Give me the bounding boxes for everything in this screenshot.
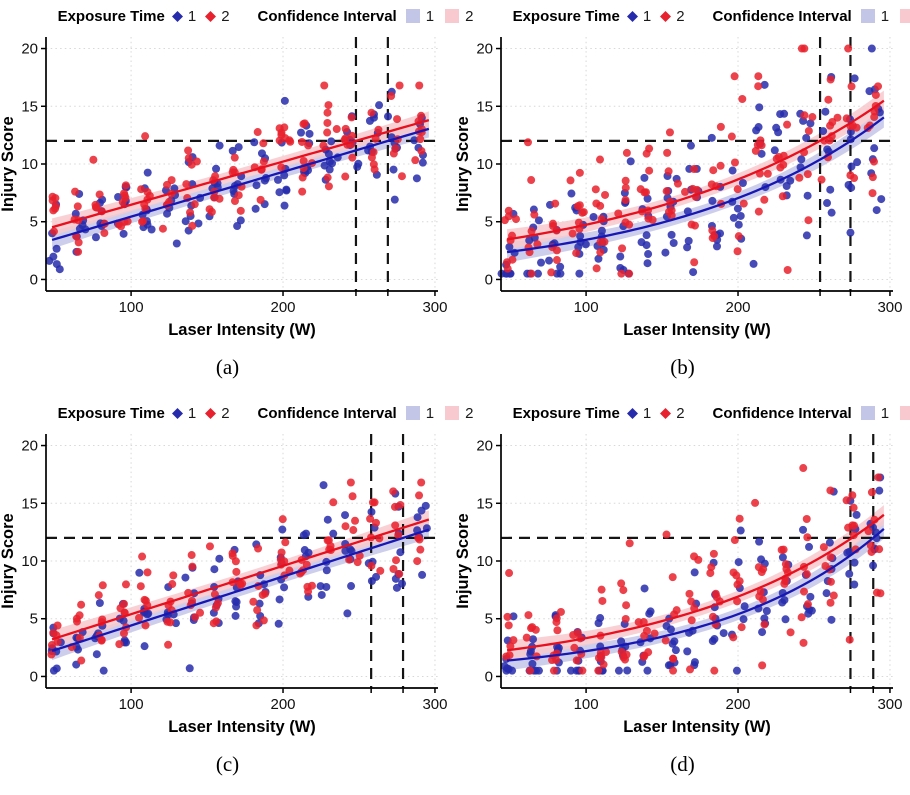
scatter-plot-a: 100 200 300 0 5 10 15 20 Laser Intensity (W) Inju… (0, 37, 447, 339)
legend: Exposure Time 1 2 Confidence Interval 1 … (513, 3, 910, 29)
svg-text:100: 100 (574, 299, 599, 316)
exposure-1-diamond-icon (626, 10, 638, 22)
svg-text:5: 5 (485, 611, 493, 628)
svg-text:Injury Score: Injury Score (455, 116, 472, 211)
ci-2-swatch (445, 406, 460, 420)
svg-text:20: 20 (476, 438, 493, 455)
scatter-plot-b: 100 200 300 0 5 10 15 20 Laser Intensity (W) Inju… (455, 37, 902, 339)
ci-1-label: 1 (880, 7, 890, 25)
svg-text:200: 200 (271, 299, 296, 316)
exposure-2-diamond-icon (205, 10, 217, 22)
exposure-2-diamond-icon (205, 407, 217, 419)
exposure-2-label: 2 (221, 7, 230, 25)
exposure-1-diamond-icon (171, 10, 183, 22)
panel-caption: (b) (670, 355, 695, 379)
exposure-time-label: Exposure Time (512, 404, 620, 422)
svg-text:200: 200 (271, 696, 296, 713)
ci-1-swatch (405, 9, 420, 23)
svg-text:100: 100 (119, 299, 144, 316)
svg-text:15: 15 (21, 98, 38, 115)
confidence-interval-label: Confidence Interval (257, 404, 397, 422)
svg-text:5: 5 (30, 214, 38, 231)
legend: Exposure Time 1 2 Confidence Interval 1 … (58, 400, 476, 426)
exposure-1-label: 1 (642, 7, 652, 25)
svg-text:Laser Intensity (W): Laser Intensity (W) (623, 321, 771, 339)
confidence-interval-label: Confidence Interval (712, 7, 852, 25)
ci-1-label: 1 (880, 404, 890, 422)
scatter-plot-c: 100 200 300 0 5 10 15 20 Laser Intensity (W) Inju… (0, 434, 447, 736)
svg-text:Injury Score: Injury Score (0, 513, 17, 608)
panel-d: Exposure Time 1 2 Confidence Interval 1 … (455, 397, 910, 795)
svg-text:300: 300 (877, 299, 902, 316)
ci-1-swatch (405, 406, 420, 420)
svg-text:10: 10 (21, 553, 38, 570)
svg-text:Injury Score: Injury Score (0, 116, 17, 211)
svg-text:300: 300 (422, 696, 447, 713)
exposure-2-label: 2 (221, 404, 230, 422)
panel-caption: (a) (215, 355, 240, 379)
svg-text:Laser Intensity (W): Laser Intensity (W) (168, 321, 316, 339)
exposure-time-label: Exposure Time (512, 7, 620, 25)
legend: Exposure Time 1 2 Confidence Interval 1 … (513, 400, 910, 426)
ci-1-label: 1 (425, 404, 435, 422)
legend: Exposure Time 1 2 Confidence Interval 1 … (58, 3, 476, 29)
exposure-time-label: Exposure Time (57, 7, 165, 25)
svg-text:0: 0 (485, 271, 493, 288)
svg-text:200: 200 (726, 696, 751, 713)
svg-text:20: 20 (21, 438, 38, 455)
svg-text:15: 15 (476, 495, 493, 512)
exposure-1-label: 1 (187, 404, 197, 422)
panel-a: Exposure Time 1 2 Confidence Interval 1 … (0, 0, 473, 397)
scatter-plot-d: 100 200 300 0 5 10 15 20 Laser Intensity (W) Inju… (455, 434, 902, 736)
svg-text:Injury Score: Injury Score (455, 513, 472, 608)
exposure-2-label: 2 (676, 7, 685, 25)
ci-1-swatch (860, 406, 875, 420)
svg-text:15: 15 (21, 495, 38, 512)
ci-1-swatch (860, 9, 875, 23)
panel-b: Exposure Time 1 2 Confidence Interval 1 … (455, 0, 910, 397)
svg-text:5: 5 (30, 611, 38, 628)
svg-text:Laser Intensity (W): Laser Intensity (W) (168, 718, 316, 736)
svg-text:10: 10 (21, 156, 38, 173)
ci-2-label: 2 (465, 7, 474, 25)
svg-text:300: 300 (422, 299, 447, 316)
ci-2-swatch (445, 9, 460, 23)
exposure-1-label: 1 (187, 7, 197, 25)
svg-text:20: 20 (21, 41, 38, 58)
svg-text:0: 0 (485, 668, 493, 685)
exposure-2-diamond-icon (660, 10, 672, 22)
svg-text:0: 0 (30, 271, 38, 288)
panel-c: Exposure Time 1 2 Confidence Interval 1 … (0, 397, 473, 795)
svg-text:10: 10 (476, 553, 493, 570)
panel-caption: (c) (215, 752, 240, 776)
svg-text:Laser Intensity (W): Laser Intensity (W) (623, 718, 771, 736)
svg-text:20: 20 (476, 41, 493, 58)
exposure-2-diamond-icon (660, 407, 672, 419)
svg-text:200: 200 (726, 299, 751, 316)
svg-text:15: 15 (476, 98, 493, 115)
ci-2-label: 2 (465, 404, 474, 422)
exposure-2-label: 2 (676, 404, 685, 422)
confidence-interval-label: Confidence Interval (712, 404, 852, 422)
confidence-interval-label: Confidence Interval (257, 7, 397, 25)
svg-text:300: 300 (877, 696, 902, 713)
exposure-1-label: 1 (642, 404, 652, 422)
svg-text:10: 10 (476, 156, 493, 173)
svg-text:100: 100 (119, 696, 144, 713)
svg-text:0: 0 (30, 668, 38, 685)
svg-text:5: 5 (485, 214, 493, 231)
ci-1-label: 1 (425, 7, 435, 25)
panel-caption: (d) (670, 752, 695, 776)
ci-2-swatch (900, 9, 910, 23)
exposure-1-diamond-icon (626, 407, 638, 419)
exposure-1-diamond-icon (171, 407, 183, 419)
svg-text:100: 100 (574, 696, 599, 713)
exposure-time-label: Exposure Time (57, 404, 165, 422)
ci-2-swatch (900, 406, 910, 420)
